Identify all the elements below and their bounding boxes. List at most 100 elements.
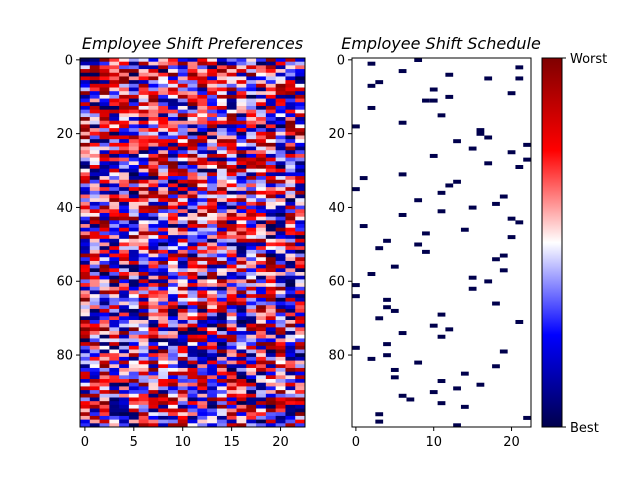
preference-cell xyxy=(138,364,149,369)
preference-cell xyxy=(265,83,277,88)
assigned-shift-cell xyxy=(445,72,454,77)
preference-cell xyxy=(80,187,91,192)
preference-cell xyxy=(197,120,208,125)
preference-cell xyxy=(207,264,218,269)
preference-cell xyxy=(295,290,306,295)
preference-cell xyxy=(128,157,140,162)
preference-cell xyxy=(207,257,218,262)
assigned-shift-cell xyxy=(499,268,508,273)
preference-cell xyxy=(119,375,130,380)
preference-cell xyxy=(236,72,247,77)
preference-cell xyxy=(80,58,91,63)
preference-cell xyxy=(236,415,247,421)
preference-cell xyxy=(295,397,306,402)
preference-cell xyxy=(187,268,198,273)
preference-cell xyxy=(216,238,228,243)
preference-cell xyxy=(207,415,218,421)
preference-cell xyxy=(246,408,257,413)
preference-cell xyxy=(295,161,306,166)
preference-cell xyxy=(138,153,149,159)
assigned-shift-cell xyxy=(445,94,454,99)
preference-cell xyxy=(207,375,218,380)
preference-cell xyxy=(80,102,91,107)
preference-cell xyxy=(99,397,110,402)
preference-cell xyxy=(99,150,110,155)
preference-cell xyxy=(99,205,110,210)
preference-cell xyxy=(246,212,257,218)
preference-cell xyxy=(99,360,110,365)
preference-cell xyxy=(197,401,208,406)
preference-cell xyxy=(109,113,120,118)
preference-cell xyxy=(226,382,237,387)
preference-cell xyxy=(207,194,218,199)
preference-cell xyxy=(265,109,277,114)
preference-cell xyxy=(256,404,267,409)
preference-cell xyxy=(138,190,149,195)
preferences-x-tick-label: 20 xyxy=(272,435,289,450)
preference-cell xyxy=(128,393,140,398)
preference-cell xyxy=(197,349,208,354)
assigned-shift-cell xyxy=(515,65,524,70)
preference-cell xyxy=(128,58,140,63)
preference-cell xyxy=(168,201,179,206)
preference-cell xyxy=(177,165,189,170)
preference-cell xyxy=(148,419,159,424)
preference-cell xyxy=(187,201,198,206)
assigned-shift-cell xyxy=(499,349,508,354)
preference-cell xyxy=(109,294,120,299)
preference-cell xyxy=(197,94,208,99)
preference-cell xyxy=(89,157,100,162)
preference-cell xyxy=(216,117,228,122)
preference-cell xyxy=(99,224,110,229)
preference-cell xyxy=(216,408,228,413)
preference-cell xyxy=(275,231,286,236)
preference-cell xyxy=(138,227,149,232)
preference-cell xyxy=(295,268,306,273)
preference-cell xyxy=(158,231,169,236)
preference-cell xyxy=(295,364,306,369)
preference-cell xyxy=(285,319,296,325)
preference-cell xyxy=(207,72,218,77)
preference-cell xyxy=(138,401,149,406)
preference-cell xyxy=(89,257,100,262)
preference-cell xyxy=(187,290,198,295)
preference-cell xyxy=(148,412,159,417)
preference-cell xyxy=(265,397,277,402)
preference-cell xyxy=(295,286,306,291)
preference-cell xyxy=(256,382,267,387)
preference-cell xyxy=(138,157,149,162)
preference-cell xyxy=(168,253,179,258)
preference-cell xyxy=(119,209,130,214)
preference-cell xyxy=(246,187,257,192)
preference-cell xyxy=(177,253,189,258)
preference-cell xyxy=(285,290,296,295)
preference-cell xyxy=(138,80,149,85)
preference-cell xyxy=(128,220,140,225)
preference-cell xyxy=(265,279,277,284)
preference-cell xyxy=(246,338,257,343)
preference-cell xyxy=(89,264,100,269)
preference-cell xyxy=(138,109,149,114)
preference-cell xyxy=(197,61,208,66)
preference-cell xyxy=(246,176,257,181)
preference-cell xyxy=(119,205,130,210)
preference-cell xyxy=(80,253,91,258)
assigned-shift-cell xyxy=(492,201,500,206)
preference-cell xyxy=(246,375,257,380)
preference-cell xyxy=(216,419,228,424)
preference-cell xyxy=(236,98,247,103)
preference-cell xyxy=(216,338,228,343)
preference-cell xyxy=(246,58,257,63)
preference-cell xyxy=(236,231,247,236)
preference-cell xyxy=(128,253,140,258)
preference-cell xyxy=(168,131,179,136)
preference-cell xyxy=(197,272,208,277)
preference-cell xyxy=(187,109,198,114)
preference-cell xyxy=(246,109,257,114)
preference-cell xyxy=(177,301,189,306)
preference-cell xyxy=(207,246,218,251)
preference-cell xyxy=(207,94,218,99)
preference-cell xyxy=(275,393,286,398)
preference-cell xyxy=(226,342,237,347)
preference-cell xyxy=(148,249,159,254)
